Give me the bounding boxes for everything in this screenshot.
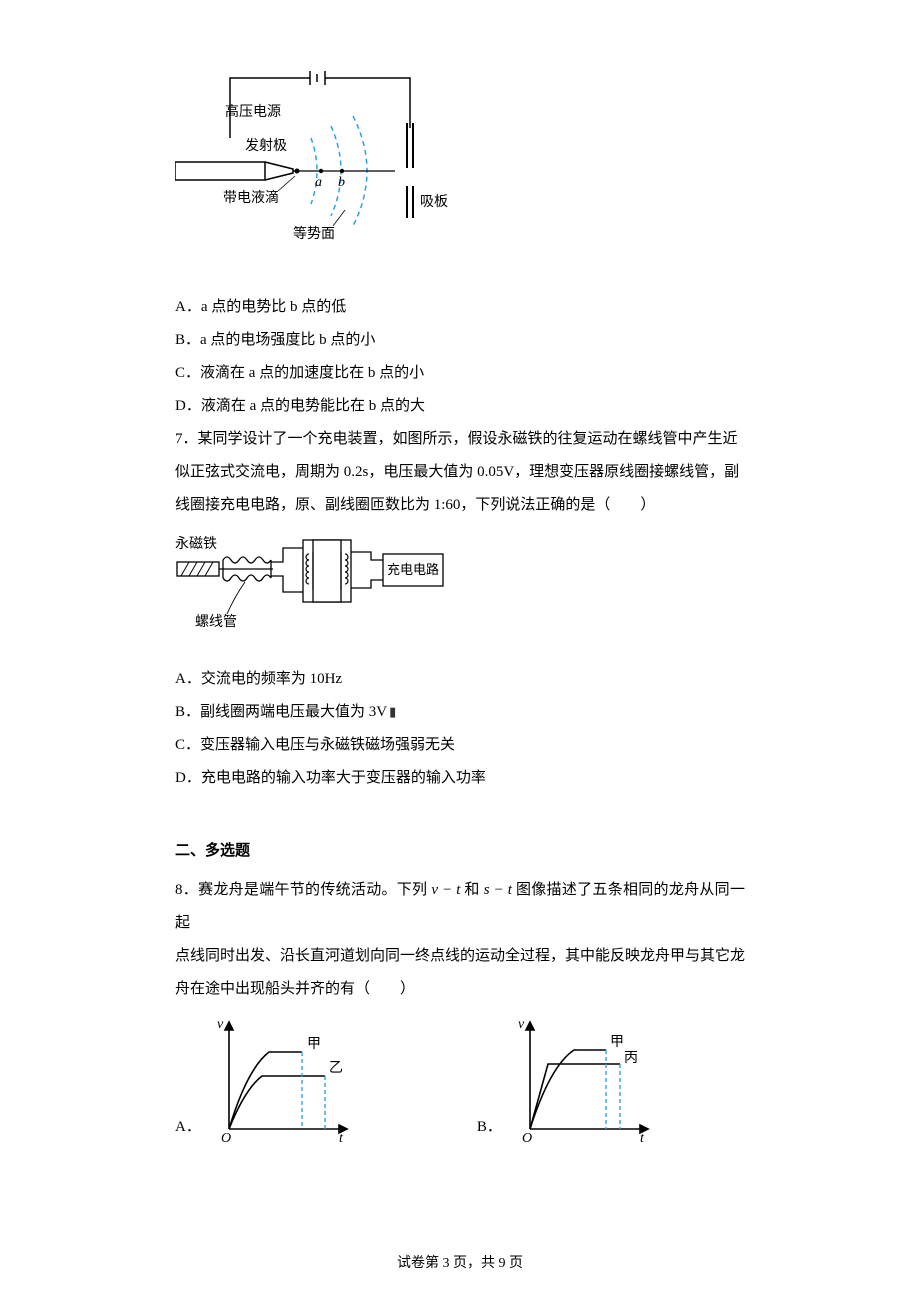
q8-stem-2: 点线同时出发、沿长直河道划向同一终点线的运动全过程，其中能反映龙舟甲与其它龙 [175,940,745,973]
q6-label-hv: 高压电源 [225,103,281,120]
q8a-series2: 乙 [329,1060,343,1076]
q8b-xlabel: t [640,1131,645,1144]
q8a-origin: O [221,1131,231,1144]
q6-option-b: B．a 点的电场强度比 b 点的小 [175,324,745,357]
q7-label-solenoid: 螺线管 [195,614,237,630]
q7-option-d: D．充电电路的输入功率大于变压器的输入功率 [175,762,745,795]
q8-option-a-letter: A． [175,1111,201,1144]
q7-label-magnet: 永磁铁 [175,536,217,552]
q8b-ylabel: v [518,1017,525,1032]
q6-option-d: D．液滴在 a 点的电势能比在 b 点的大 [175,390,745,423]
q8-stem-3: 舟在途中出现船头并齐的有（ ） [175,973,745,1006]
q8-chart-b: v t O 甲 丙 [508,1014,658,1144]
q6-label-emitter: 发射极 [245,138,287,154]
q8-figure-row: A． [175,1014,745,1144]
q6-label-plate: 吸板 [420,194,448,210]
q7-stem-2: 似正弦式交流电，周期为 0.2s，电压最大值为 0.05V，理想变压器原线圈接螺… [175,456,745,489]
q7-stem-1: 7．某同学设计了一个充电装置，如图所示，假设永磁铁的往复运动在螺线管中产生近 [175,423,745,456]
q8-stem-1: 8．赛龙舟是端午节的传统活动。下列 v − t 和 s − t 图像描述了五条相… [175,874,745,940]
q7-figure: 充电电路 永磁铁 螺线管 [175,530,745,653]
q6-label-droplet: 带电液滴 [223,189,279,206]
q8b-series1: 甲 [610,1035,624,1050]
q8-option-b-letter: B． [477,1111,502,1144]
q8a-xlabel: t [339,1131,344,1144]
q7-stem-3: 线圈接充电电路，原、副线圈匝数比为 1:60，下列说法正确的是（ ） [175,489,745,522]
q8a-ylabel: v [217,1017,224,1032]
q6-diagram-svg: a b 高压电源 发射极 带电液滴 等势面 吸板 [175,68,465,268]
q6-option-a: A．a 点的电势比 b 点的低 [175,291,745,324]
q7-label-circuit: 充电电路 [387,562,439,577]
q6-point-a: a [315,175,322,190]
q6-point-b: b [338,175,345,190]
q6-option-c: C．液滴在 a 点的加速度比在 b 点的小 [175,357,745,390]
q8b-series2: 丙 [624,1051,638,1066]
page-footer: 试卷第 3 页，共 9 页 [0,1252,920,1272]
section-2-heading: 二、多选题 [175,835,745,868]
q7-diagram-svg: 充电电路 永磁铁 螺线管 [175,530,445,640]
q8b-origin: O [522,1131,532,1144]
q6-label-equipotential: 等势面 [293,225,335,242]
q7-option-a: A．交流电的频率为 10Hz [175,663,745,696]
q8a-series1: 甲 [307,1037,321,1052]
cursor-indicator: ▮ [387,704,396,719]
q7-option-c: C．变压器输入电压与永磁铁磁场强弱无关 [175,729,745,762]
q8-chart-a: v t O 甲 乙 [207,1014,357,1144]
q7-option-b: B．副线圈两端电压最大值为 3V▮ [175,696,745,729]
q6-figure: a b 高压电源 发射极 带电液滴 等势面 吸板 [175,68,745,281]
